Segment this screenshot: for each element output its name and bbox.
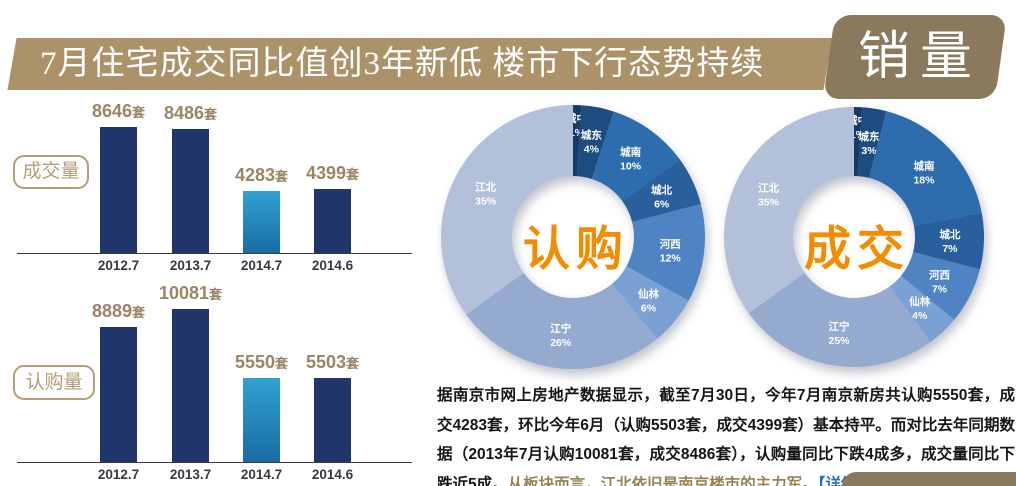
donut-segment-城南 [869, 111, 982, 226]
bar-2012.7 [100, 327, 137, 462]
sales-tab-label: 销量 [857, 28, 982, 86]
bar-category-label: 2014.6 [311, 258, 354, 273]
donut-segment-城北 [622, 159, 701, 222]
bar-value-label: 8646套 [91, 101, 146, 121]
donut-segment-江宁 [748, 272, 931, 367]
bar-2014.6 [314, 378, 351, 462]
donut-segment-仙林 [611, 266, 689, 339]
x-axis-subscription-volume [17, 462, 412, 463]
bar-value-label: 5503套 [305, 352, 360, 372]
bar-category-label: 2013.7 [169, 258, 212, 273]
donut-segment-江宁 [466, 272, 658, 370]
bar-value-label: 8889套 [91, 301, 146, 321]
donut-segment-河西 [626, 204, 705, 301]
donut-segment-城北 [913, 212, 985, 270]
donut-center-label-transaction: 成交 [804, 222, 910, 275]
donut-segment-江北 [724, 107, 854, 314]
next-section-tab [839, 472, 1016, 486]
summary-paragraph: 据南京市网上房地产数据显示，截至7月30日，今年7月南京新房共认购5550套，成… [437, 381, 1015, 486]
bar-2013.7 [172, 129, 209, 253]
donut-segment-label: 江宁 25% [828, 320, 850, 347]
bar-category-label: 2012.7 [97, 467, 140, 482]
bar-2013.7 [172, 309, 209, 462]
donut-segment-label: 城北 6% [651, 183, 672, 210]
summary-highlight-text: 从板块而言，江北依旧是南京楼市的主力军 [507, 475, 803, 486]
bar-value-label: 5550套 [234, 352, 289, 372]
donut-segment-label: 仙林 6% [638, 287, 659, 314]
donut-segment-江北 [440, 105, 573, 315]
donut-segment-label: 河西 7% [929, 270, 950, 296]
donut-segment-label: 仙林 4% [909, 295, 930, 322]
donut-segment-城东 [576, 105, 614, 179]
donut-segment-城中 [573, 105, 582, 177]
summary-period: 。 [802, 475, 818, 486]
bar-value-label: 10081套 [158, 283, 223, 303]
donut-segment-label: 江北 35% [758, 181, 780, 208]
page-title: 7月住宅成交同比值创3年新低 楼市下行态势持续 [40, 46, 765, 82]
summary-text: 据南京市网上房地产数据显示，截至7月30日，今年7月南京新房共认购5550套，成… [437, 387, 1015, 486]
bar-category-label: 2012.7 [97, 258, 140, 273]
bar-category-label: 2014.7 [240, 467, 283, 482]
donut-chart-subscription: 城中 1%城东 4% 城南 10%城北 6%河西 12%仙林 6%江宁 26%江北 35% [440, 105, 705, 370]
donut-segment-河西 [901, 252, 980, 320]
bar-2012.7 [100, 127, 137, 253]
bar-category-label: 2014.6 [311, 467, 354, 482]
donut-segment-城中 [854, 107, 863, 177]
donut-segment-label: 城南 10% [620, 146, 642, 173]
bar-category-label: 2014.7 [240, 258, 283, 273]
donut-segment-label: 江宁 26% [550, 322, 572, 349]
bar-2014.7 [243, 191, 280, 253]
donut-segment-label: 城南 18% [913, 159, 935, 186]
donut-segment-仙林 [889, 275, 955, 343]
donut-segment-label: 河西 12% [660, 238, 682, 264]
chart-label-transaction-volume: 成交量 [13, 155, 89, 189]
donut-center-label-subscription: 认购 [523, 222, 629, 275]
bar-category-label: 2013.7 [169, 467, 212, 482]
bar-2014.6 [314, 189, 351, 253]
bar-value-label: 8486套 [163, 103, 218, 123]
bar-value-label: 4283套 [234, 165, 289, 185]
donut-segment-城南 [591, 111, 680, 202]
donut-segment-label: 城东 3% [859, 130, 881, 157]
donut-segment-label: 江北 35% [475, 181, 497, 208]
donut-segment-label: 城东 4% [581, 129, 602, 156]
sales-tab: 销量 [823, 15, 1007, 99]
donut-segment-label: 城北 7% [939, 228, 960, 255]
bar-2014.7 [243, 378, 280, 462]
chart-label-subscription-volume: 认购量 [13, 365, 95, 400]
x-axis-transaction-volume [17, 253, 412, 254]
donut-segment-城东 [857, 107, 887, 178]
donut-chart-transaction: 城中 1%城东 3%城南 18%城北 7%河西 7%仙林 4%江宁 25%江北 35% [724, 107, 985, 367]
bar-value-label: 4399套 [305, 163, 360, 183]
